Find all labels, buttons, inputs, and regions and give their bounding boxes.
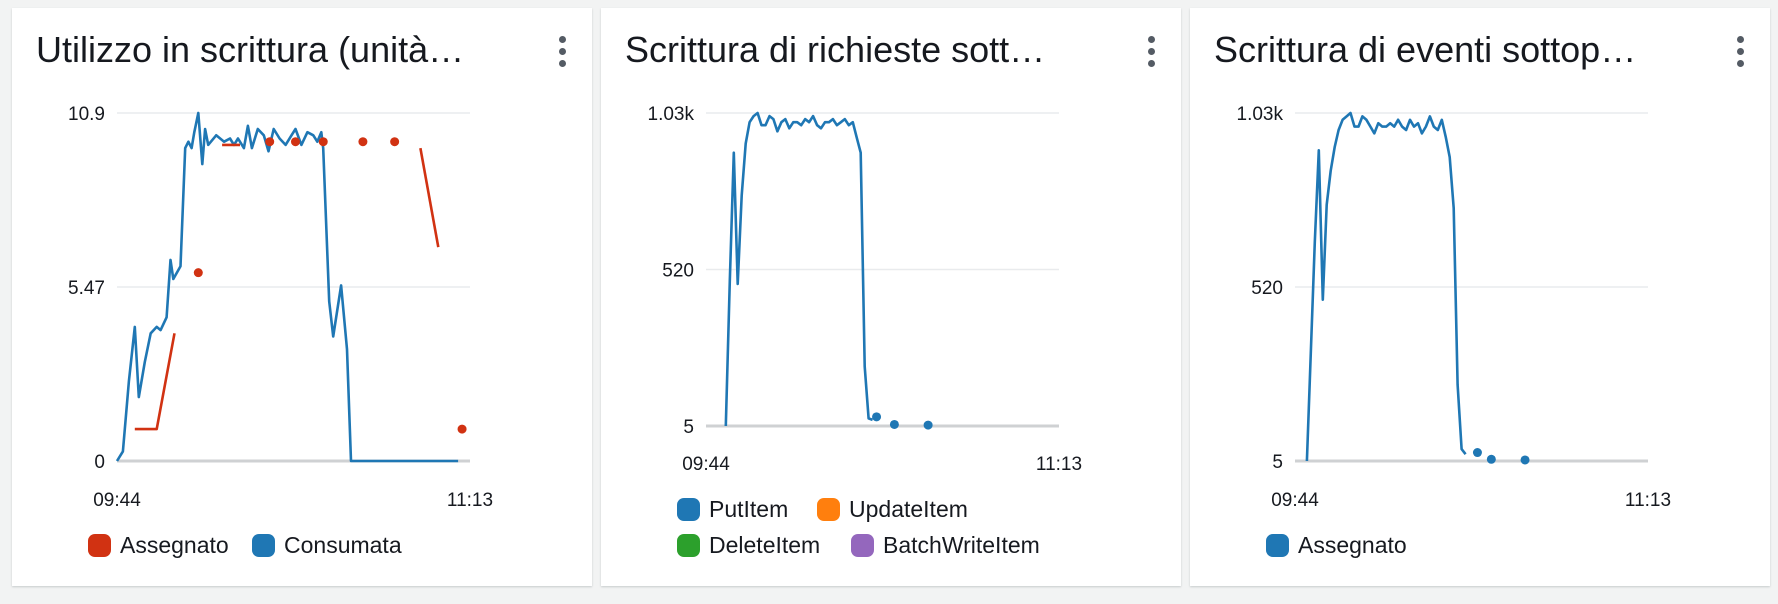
legend-item-updateitem[interactable]: UpdateItem: [817, 496, 968, 523]
data-point-putitem: [923, 420, 933, 430]
legend-swatch: [817, 498, 840, 521]
data-point-assegnato: [358, 137, 368, 147]
legend-label: UpdateItem: [849, 496, 968, 522]
legend-item-batchwriteitem[interactable]: BatchWriteItem: [851, 532, 1040, 559]
data-point-assegnato: [1520, 455, 1530, 465]
y-tick-label: 520: [662, 261, 694, 282]
more-vertical-icon[interactable]: [1730, 28, 1750, 72]
legend-item-assegnato[interactable]: Assegnato: [88, 532, 229, 559]
x-tick-label: 11:13: [1625, 490, 1671, 511]
legend-label: DeleteItem: [709, 532, 821, 558]
legend-swatch: [252, 534, 275, 557]
more-vertical-icon[interactable]: [1141, 28, 1161, 72]
widget-write-usage: Utilizzo in scrittura (unità… 10.9 5.47 0 0…: [12, 8, 592, 586]
legend-label: Assegnato: [120, 532, 229, 558]
write-events-chart: 1.03k 520 5 09:44 11:13: [1237, 104, 1672, 511]
data-point-assegnato: [1486, 454, 1496, 464]
series-segment-assegnato: [419, 147, 440, 248]
series-line-putitem: [724, 111, 874, 427]
data-point-assegnato: [1472, 448, 1482, 458]
series-line-assegnato: [1305, 111, 1467, 462]
legend-item-consumata[interactable]: Consumata: [252, 532, 402, 559]
legend-label: BatchWriteItem: [883, 532, 1040, 558]
y-tick-label: 5: [1272, 452, 1283, 473]
data-point-putitem: [889, 419, 899, 429]
x-tick-label: 09:44: [1271, 490, 1319, 511]
data-point-assegnato: [457, 424, 467, 434]
y-tick-label: 5: [683, 417, 694, 438]
legend-label: Assegnato: [1298, 532, 1407, 558]
more-vertical-icon[interactable]: [552, 28, 572, 72]
data-point-assegnato: [193, 268, 203, 278]
x-tick-label: 09:44: [682, 454, 730, 475]
data-point-putitem: [872, 412, 882, 422]
legend-swatch: [677, 534, 700, 557]
y-tick-label: 1.03k: [648, 104, 695, 125]
y-tick-label: 0: [94, 452, 105, 473]
legend-swatch: [851, 534, 874, 557]
x-tick-label: 09:44: [93, 490, 141, 511]
legend-swatch: [677, 498, 700, 521]
x-tick-label: 11:13: [1036, 454, 1082, 475]
series-segment-assegnato: [134, 333, 176, 431]
data-point-assegnato: [390, 137, 400, 147]
legend-label: Consumata: [284, 532, 402, 558]
data-point-assegnato: [318, 137, 328, 147]
y-tick-label: 520: [1251, 278, 1283, 299]
data-point-assegnato: [290, 137, 300, 147]
legend-item-assegnato[interactable]: Assegnato: [1266, 532, 1407, 559]
legend-label: PutItem: [709, 496, 789, 522]
legend-swatch: [88, 534, 111, 557]
y-tick-label: 10.9: [68, 104, 105, 125]
legend-item-deleteitem[interactable]: DeleteItem: [677, 532, 820, 559]
widget-write-requests: Scrittura di richieste sott… 1.03k 520 5 09…: [601, 8, 1181, 586]
write-usage-chart: 10.9 5.47 0 09:44 11:13: [68, 104, 493, 511]
legend-item-putitem[interactable]: PutItem: [677, 496, 788, 523]
series-line-consumata: [115, 111, 459, 463]
x-tick-label: 11:13: [447, 490, 493, 511]
y-tick-label: 5.47: [68, 278, 105, 299]
write-requests-chart: 1.03k 520 5 09:44 11:13: [648, 104, 1083, 475]
y-tick-label: 1.03k: [1237, 104, 1284, 125]
widget-write-events: Scrittura di eventi sottop… 1.03k 520 5 09:…: [1190, 8, 1770, 586]
data-point-assegnato: [265, 137, 275, 147]
legend-swatch: [1266, 534, 1289, 557]
